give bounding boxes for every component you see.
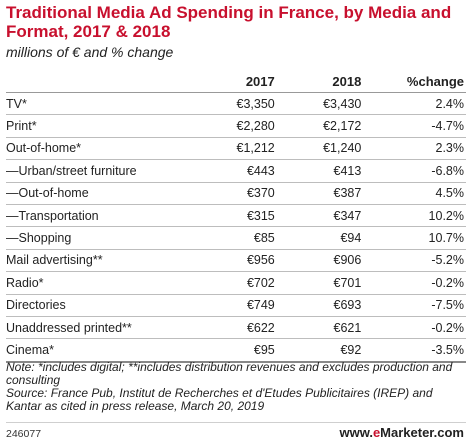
value-change: -3.5%	[361, 338, 466, 363]
table-row: Radio* €702 €701 -0.2%	[6, 271, 466, 295]
column-header-2017: 2017	[195, 70, 275, 93]
value-change: 2.3%	[361, 137, 466, 161]
table-body: TV* €3,350 €3,430 2.4% Print* €2,280 €2,172 -4.…	[6, 92, 466, 363]
row-label: Unaddressed printed**	[6, 316, 196, 340]
value-2018: €94	[274, 226, 362, 250]
value-2018: €413	[274, 159, 362, 183]
notes-block: Note: *includes digital; **includes dist…	[6, 361, 466, 413]
value-2018: €387	[274, 182, 362, 205]
chart-title: Traditional Media Ad Spending in France,…	[6, 3, 452, 41]
row-label: Mail advertising**	[6, 249, 196, 273]
value-2017: €443	[195, 159, 275, 183]
note-text: Note: *includes digital; **includes dist…	[6, 360, 453, 387]
row-label: Radio*	[6, 271, 196, 295]
footer-divider	[6, 422, 466, 423]
value-2017: €95	[195, 338, 275, 363]
row-label: Directories	[6, 294, 196, 317]
value-2018: €621	[274, 316, 362, 340]
value-2018: €906	[274, 249, 362, 273]
value-2018: €701	[274, 271, 362, 295]
value-2018: €92	[274, 338, 362, 363]
value-2017: €370	[195, 182, 275, 205]
row-label: —Urban/street furniture	[6, 159, 196, 183]
table-row: —Out-of-home €370 €387 4.5%	[6, 182, 466, 205]
table-row: TV* €3,350 €3,430 2.4%	[6, 92, 466, 116]
row-label: Cinema*	[6, 338, 196, 363]
value-2017: €702	[195, 271, 275, 295]
value-change: -0.2%	[361, 271, 466, 295]
value-2017: €956	[195, 249, 275, 273]
table-row: Directories €749 €693 -7.5%	[6, 294, 466, 317]
row-label: —Shopping	[6, 226, 196, 250]
table-row: Unaddressed printed** €622 €621 -0.2%	[6, 316, 466, 340]
chart-id: 246077	[6, 428, 42, 440]
column-header-label	[6, 70, 196, 93]
data-table: 2017 2018 %change TV* €3,350 €3,430 2.4% Pri…	[6, 70, 466, 363]
table-row: Mail advertising** €956 €906 -5.2%	[6, 249, 466, 273]
value-2017: €622	[195, 316, 275, 340]
table-row: Cinema* €95 €92 -3.5%	[6, 338, 466, 363]
value-2018: €1,240	[274, 137, 362, 161]
logo-e: e	[372, 425, 381, 440]
logo-prefix: www.	[339, 425, 373, 440]
value-change: -5.2%	[361, 249, 466, 273]
row-label: —Out-of-home	[6, 182, 196, 205]
table-row: —Transportation €315 €347 10.2%	[6, 204, 466, 228]
table-row: —Shopping €85 €94 10.7%	[6, 226, 466, 250]
table-row: —Urban/street furniture €443 €413 -6.8%	[6, 159, 466, 183]
value-2017: €2,280	[195, 114, 275, 138]
table-row: Out-of-home* €1,212 €1,240 2.3%	[6, 137, 466, 161]
value-2017: €315	[195, 204, 275, 228]
value-change: 4.5%	[361, 182, 466, 205]
value-2018: €347	[274, 204, 362, 228]
row-label: Out-of-home*	[6, 137, 196, 161]
value-change: 10.7%	[361, 226, 466, 250]
emarketer-logo: www.eMarketer.com	[339, 425, 464, 440]
table-row: Print* €2,280 €2,172 -4.7%	[6, 114, 466, 138]
value-change: 2.4%	[361, 92, 466, 116]
chart-subtitle: millions of € and % change	[6, 44, 174, 60]
value-change: -0.2%	[361, 316, 466, 340]
value-change: -6.8%	[361, 159, 466, 183]
value-2017: €3,350	[195, 92, 275, 116]
value-2018: €2,172	[274, 114, 362, 138]
value-change: 10.2%	[361, 204, 466, 228]
row-label: Print*	[6, 114, 196, 138]
value-change: -7.5%	[361, 294, 466, 317]
column-header-2018: 2018	[274, 70, 362, 93]
value-2017: €85	[195, 226, 275, 250]
table-header-row: 2017 2018 %change	[6, 70, 466, 93]
value-2018: €3,430	[274, 92, 362, 116]
value-2017: €749	[195, 294, 275, 317]
column-header-change: %change	[361, 70, 466, 93]
value-change: -4.7%	[361, 114, 466, 138]
source-text: Source: France Pub, Institut de Recherch…	[6, 386, 433, 413]
row-label: TV*	[6, 92, 196, 116]
value-2018: €693	[274, 294, 362, 317]
logo-suffix: Marketer.com	[380, 425, 464, 440]
row-label: —Transportation	[6, 204, 196, 228]
value-2017: €1,212	[195, 137, 275, 161]
